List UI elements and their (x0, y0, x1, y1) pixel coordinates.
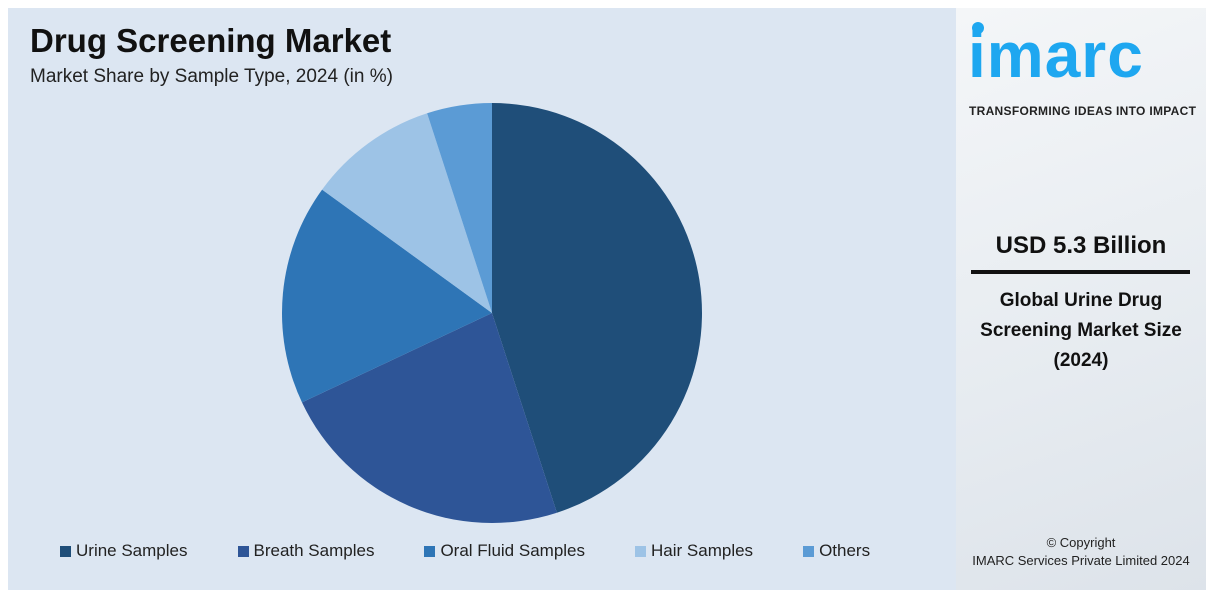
legend-swatch (424, 545, 436, 557)
legend: Urine Samples Breath Samples Oral Fluid Sa… (60, 541, 920, 561)
pie-slice-hair-samples (322, 113, 492, 313)
imarc-logo: imarc (968, 19, 1144, 91)
chart-title: Drug Screening Market (30, 22, 392, 59)
pie-slice-others (427, 103, 492, 313)
legend-swatch (237, 545, 249, 557)
legend-item: Oral Fluid Samples (424, 541, 585, 561)
logo-tagline: TRANSFORMING IDEAS INTO IMPACT (969, 104, 1197, 118)
info-panel: imarc TRANSFORMING IDEAS INTO IMPACT USD… (956, 8, 1206, 590)
pie-slice-breath-samples (301, 313, 557, 523)
market-description: Global Urine Drug Screening Market Size … (966, 286, 1196, 376)
legend-item: Breath Samples (237, 541, 375, 561)
copyright: © Copyright IMARC Services Private Limit… (956, 534, 1206, 570)
legend-label: Hair Samples (651, 541, 754, 560)
legend-swatch (60, 545, 71, 557)
legend-swatch (635, 545, 647, 557)
pie-chart (282, 103, 703, 523)
company-name: IMARC Services Private Limited 2024 (972, 553, 1190, 568)
description-line: Global Urine Drug (999, 290, 1163, 311)
pie-slice-oral-fluid-samples (282, 189, 492, 403)
pie-slice-urine-samples (492, 103, 703, 513)
divider (971, 270, 1190, 274)
chart-subtitle: Market Share by Sample Type, 2024 (in %) (30, 66, 393, 87)
logo-dot (972, 22, 984, 34)
legend-label: Breath Samples (253, 541, 375, 560)
legend-label: Others (819, 541, 871, 560)
legend-item: Urine Samples (60, 541, 188, 561)
legend-item: Hair Samples (635, 541, 753, 561)
chart-panel: Drug Screening Market Market Share by Sa… (8, 8, 956, 590)
legend-label: Urine Samples (76, 541, 188, 560)
copyright-label: © Copyright (1046, 535, 1116, 550)
description-line: (2024) (1053, 350, 1109, 371)
legend-label: Oral Fluid Samples (440, 541, 586, 560)
legend-item: Others (803, 541, 870, 561)
market-value: USD 5.3 Billion (995, 232, 1167, 259)
description-line: Screening Market Size (980, 320, 1182, 341)
legend-swatch (803, 545, 815, 557)
